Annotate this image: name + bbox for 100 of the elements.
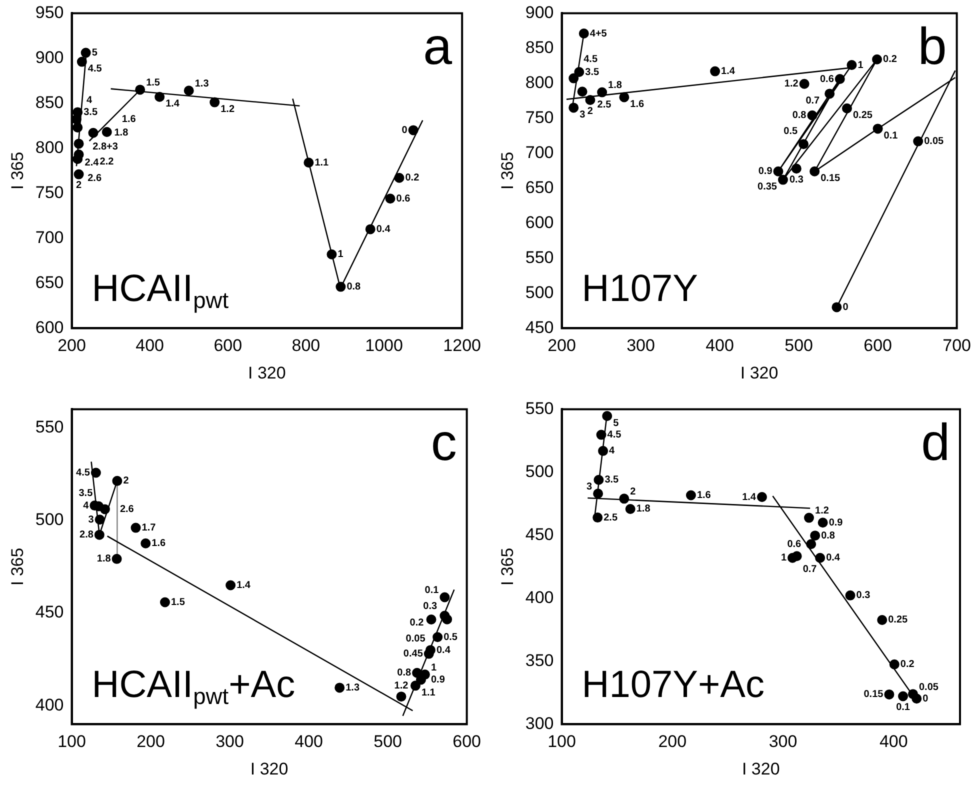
point xyxy=(210,97,220,108)
annotation: 1.4 xyxy=(236,580,251,591)
x-tick-label: 300 xyxy=(768,732,798,752)
annotation: 4.5 xyxy=(607,430,622,441)
x-tick-label: 100 xyxy=(548,732,576,752)
annotation: 0.6 xyxy=(787,538,802,550)
annotation: 1.4 xyxy=(166,98,180,110)
annotation: 0.2 xyxy=(405,172,420,184)
x-axis-title: I 320 xyxy=(250,759,288,778)
y-tick-label: 600 xyxy=(35,318,64,337)
x-tick-label: 200 xyxy=(658,732,687,752)
point xyxy=(818,518,828,528)
annotation: 0.8 xyxy=(346,282,362,293)
point xyxy=(596,430,606,440)
point xyxy=(76,56,87,67)
x-tick-label: 500 xyxy=(784,336,813,356)
annotation: 3.5 xyxy=(78,488,94,500)
annotation: 1.5 xyxy=(170,597,186,608)
point xyxy=(432,632,443,642)
annotation: 0.2 xyxy=(883,54,898,66)
annotation: d xyxy=(921,414,950,472)
annotation: 1.3 xyxy=(194,78,210,90)
annotation: 0.25 xyxy=(888,614,908,626)
annotation: 0.9 xyxy=(758,166,773,178)
annotation: 0.4 xyxy=(436,644,451,656)
annotation: 1.6 xyxy=(696,490,712,502)
x-tick-label: 400 xyxy=(706,336,734,356)
annotation: 0.3 xyxy=(856,590,871,602)
annotation: 1.2 xyxy=(394,680,409,692)
y-tick-label: 450 xyxy=(35,602,64,622)
point xyxy=(578,28,589,38)
point xyxy=(112,476,122,486)
point xyxy=(778,174,788,185)
annotation: 2.2 xyxy=(100,156,114,168)
point xyxy=(72,154,83,164)
annotation: 3 xyxy=(580,109,586,120)
point xyxy=(686,490,696,500)
y-tick-label: 550 xyxy=(525,248,554,267)
annotation: 4 xyxy=(86,95,92,106)
point xyxy=(592,512,603,523)
point xyxy=(846,60,857,70)
annotation: 0.25 xyxy=(852,110,873,122)
point xyxy=(791,164,802,174)
y-tick-label: 650 xyxy=(525,178,554,197)
point xyxy=(326,249,337,260)
x-tick-label: 200 xyxy=(136,732,165,752)
annotation: 5 xyxy=(613,418,620,429)
annotation: 0 xyxy=(922,693,929,704)
annotation: 3.5 xyxy=(604,474,620,486)
annotation: 1 xyxy=(780,552,787,564)
point xyxy=(889,659,900,670)
point xyxy=(810,166,820,176)
x-tick-label: 400 xyxy=(879,732,908,752)
annotation: 1.8 xyxy=(608,80,622,92)
y-tick-label: 650 xyxy=(35,272,64,292)
y-tick-label: 550 xyxy=(35,417,64,436)
annotation: a xyxy=(423,18,452,76)
point xyxy=(773,166,784,176)
point xyxy=(568,102,579,113)
point xyxy=(440,592,450,602)
annotation: 1.8 xyxy=(96,554,112,565)
annotation: 0.2 xyxy=(410,618,424,629)
annotation: 1.8 xyxy=(114,128,129,139)
annotation: 0.2 xyxy=(900,659,915,670)
annotation: 1.4 xyxy=(721,66,736,78)
x-tick-label: 100 xyxy=(58,732,86,752)
point xyxy=(426,614,436,625)
annotation: 4 xyxy=(83,500,90,512)
point xyxy=(160,597,170,608)
x-tick-label: 600 xyxy=(214,336,242,356)
x-tick-label: 1200 xyxy=(443,336,482,356)
annotation: 2.5 xyxy=(597,99,612,110)
point xyxy=(74,169,84,180)
point xyxy=(80,48,91,58)
y-tick-label: 750 xyxy=(525,108,554,127)
annotation: 4.5 xyxy=(584,54,598,66)
point xyxy=(585,95,596,105)
annotation: 4.5 xyxy=(88,64,102,75)
point xyxy=(872,124,883,134)
point xyxy=(807,110,818,120)
x-tick-label: 800 xyxy=(292,336,320,356)
point xyxy=(574,67,584,77)
point xyxy=(424,648,434,659)
point xyxy=(898,691,908,702)
x-tick-label: 400 xyxy=(136,336,164,356)
point xyxy=(72,122,83,132)
x-tick-label: 500 xyxy=(374,732,402,752)
x-axis-title: I 320 xyxy=(742,759,780,778)
y-tick-label: 750 xyxy=(35,182,64,202)
point xyxy=(440,610,450,621)
annotation: 0.5 xyxy=(784,126,798,137)
annotation: c xyxy=(430,414,457,472)
point xyxy=(912,694,922,704)
x-tick-label: 200 xyxy=(548,336,576,356)
y-tick-label: 500 xyxy=(35,510,64,530)
annotation: 3.5 xyxy=(84,106,98,118)
annotation: 0.35 xyxy=(758,182,778,193)
y-tick-label: 600 xyxy=(525,212,554,232)
y-tick-label: 550 xyxy=(525,398,554,418)
annotation: 0.1 xyxy=(424,585,440,596)
